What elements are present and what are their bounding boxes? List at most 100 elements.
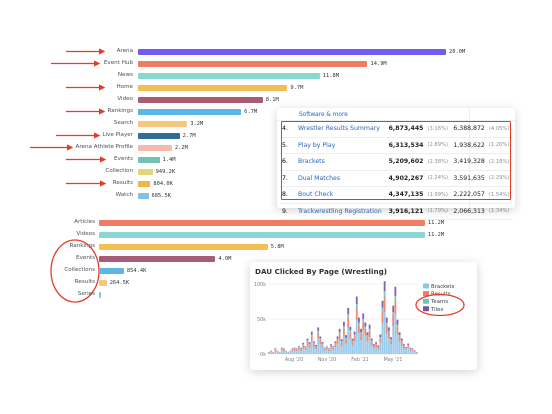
row-page-link[interactable]: Trackwrestling Registration — [296, 203, 386, 220]
area-mark-teams — [321, 343, 324, 345]
row-pct-2: (1.34%) — [486, 203, 512, 220]
area-mark-teams — [403, 345, 405, 347]
top-pages-table: 4. Wrestler Results Summary 6,873,445 (3.16… — [280, 121, 512, 220]
area-mark-tiles — [413, 350, 416, 352]
bar-label-arena: Arena — [116, 48, 133, 54]
area-mark-results — [280, 349, 283, 351]
row-value: 6,873,445 — [385, 121, 426, 138]
row-value: 6,313,534 — [385, 137, 426, 154]
row-page-link[interactable]: Play by Play — [296, 137, 386, 154]
area-mark-tiles — [343, 321, 345, 326]
area-mark-results — [323, 349, 326, 351]
bar-value-collection: 949.2K — [155, 169, 176, 175]
area-mark-results — [413, 351, 416, 352]
area-mark-teams — [336, 338, 339, 340]
area-mark-results — [276, 351, 279, 352]
area-mark-teams — [396, 324, 399, 328]
area-mark-results — [349, 332, 352, 339]
area-mark-teams — [283, 349, 285, 350]
area-mark-tiles — [362, 313, 365, 319]
area-mark-tiles — [368, 324, 371, 329]
area-mark-brackets — [345, 343, 347, 354]
area-mark-brackets — [390, 344, 392, 354]
area-mark-brackets — [319, 344, 322, 354]
y-tick-label: 100k — [254, 282, 266, 288]
area-mark-brackets — [340, 346, 343, 354]
bar-value-arena-athlete-profile: 2.2M — [174, 145, 188, 151]
area-mark-tiles — [407, 343, 410, 345]
area-mark-brackets — [325, 349, 328, 354]
area-mark-brackets — [343, 335, 345, 354]
area-mark-brackets — [276, 351, 279, 354]
area-mark-tiles — [330, 344, 332, 346]
bar-value-videos: 11.2M — [427, 232, 445, 238]
area-mark-results — [383, 296, 386, 312]
area-mark-results — [340, 342, 343, 347]
row-pct-2: (1.20%) — [486, 137, 512, 154]
row-rank: 4. — [280, 121, 296, 138]
area-mark-teams — [323, 348, 326, 350]
area-mark-brackets — [304, 349, 307, 354]
area-mark-results — [321, 344, 324, 348]
area-mark-tiles — [379, 334, 382, 338]
area-mark-brackets — [403, 348, 405, 354]
area-mark-tiles — [274, 348, 277, 350]
area-mark-results — [405, 348, 407, 350]
area-mark-tiles — [291, 348, 294, 350]
area-mark-brackets — [385, 333, 388, 354]
area-mark-brackets — [400, 345, 403, 354]
area-mark-tiles — [373, 344, 375, 346]
row-page-link[interactable]: Brackets — [296, 153, 386, 171]
area-mark-tiles — [400, 338, 403, 341]
area-mark-tiles — [283, 348, 285, 350]
area-mark-brackets — [349, 338, 352, 354]
legend-label-tiles: Tiles — [430, 307, 443, 313]
bar-label-collection: Collection — [105, 168, 133, 174]
area-mark-brackets — [351, 345, 354, 354]
bar-arena — [138, 49, 446, 55]
area-mark-teams — [304, 347, 307, 348]
bar-label-video: Video — [117, 96, 133, 102]
bar-events — [138, 157, 160, 163]
bar-value-results: 264.5K — [109, 280, 130, 286]
area-mark-results — [308, 344, 311, 348]
area-mark-teams — [300, 348, 302, 350]
area-mark-tiles — [300, 347, 302, 349]
area-mark-tiles — [375, 342, 377, 344]
x-tick-label: May '21 — [384, 357, 403, 363]
area-mark-tiles — [325, 346, 328, 347]
area-mark-brackets — [370, 345, 373, 354]
row-page-link[interactable]: Wrestler Results Summary — [296, 121, 386, 138]
bar-label-watch: Watch — [115, 192, 133, 198]
area-mark-tiles — [383, 281, 386, 291]
row-value-2: 3,419,328 — [450, 153, 487, 171]
area-mark-teams — [313, 342, 315, 345]
area-mark-results — [411, 349, 414, 352]
area-mark-brackets — [411, 351, 414, 354]
area-mark-brackets — [353, 341, 356, 354]
area-mark-brackets — [394, 314, 397, 354]
area-mark-teams — [274, 349, 277, 350]
area-mark-brackets — [392, 326, 395, 354]
area-mark-brackets — [381, 323, 384, 354]
bar-rankings — [99, 244, 268, 250]
area-mark-brackets — [308, 347, 311, 354]
bar-value-events: 4.0M — [218, 256, 232, 262]
table-row: 4. Wrestler Results Summary 6,873,445 (3.16… — [280, 121, 512, 138]
area-mark-tiles — [411, 348, 414, 350]
y-tick-label: 0k — [260, 352, 266, 358]
area-mark-tiles — [293, 347, 296, 349]
row-page-link[interactable]: Dual Matches — [296, 170, 386, 187]
dau-area-chart: 100k 50k 0k Aug '20 Nov '20 Feb '21 May '21 Bra… — [254, 281, 465, 363]
area-mark-teams — [409, 348, 412, 350]
area-mark-results — [289, 351, 292, 352]
bar-value-home: 9.7M — [290, 85, 304, 91]
bar-label-series: Series — [77, 291, 95, 297]
area-mark-tiles — [338, 328, 341, 333]
area-mark-teams — [383, 291, 386, 297]
area-mark-tiles — [280, 347, 283, 349]
area-mark-tiles — [332, 346, 335, 347]
area-mark-brackets — [332, 349, 335, 354]
area-mark-teams — [379, 337, 382, 339]
area-mark-results — [300, 349, 302, 351]
